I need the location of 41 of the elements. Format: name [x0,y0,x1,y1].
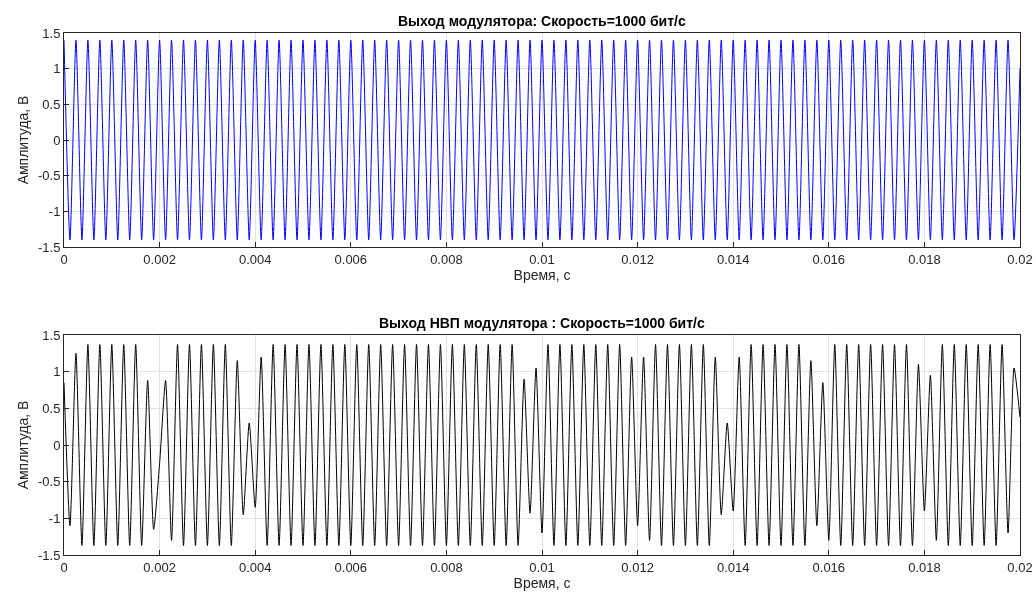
y-tick-label: -0.5 [37,474,61,490]
x-tick-label: 0.012 [621,559,654,575]
x-tick-label: 0.006 [334,559,368,575]
x-tick-label: 0.014 [716,251,750,267]
y-tick-label: 1.5 [42,25,61,41]
y-tick-label: -1 [48,203,61,219]
x-tick-label: 0.016 [812,251,846,267]
x-tick-label: 0.016 [812,559,846,575]
y-tick-label: -1 [48,510,61,526]
chart-title: Выход НВП модулятора : Скорость=1000 бит/с [379,315,705,331]
y-axis-title: Амплитуда, В [14,95,31,185]
x-tick-label: 0.01 [529,559,555,575]
x-tick-label: 0.008 [430,559,463,575]
y-tick-label: 0.5 [42,96,61,112]
x-tick-label: 0.02 [1007,251,1033,267]
x-tick-label: 0.012 [621,251,654,267]
y-tick-label: -0.5 [37,168,61,184]
y-tick-label: 1 [53,364,61,380]
y-tick-label: -1.5 [37,239,61,255]
y-tick-label: 1 [53,61,61,77]
x-tick-label: 0.002 [143,559,176,575]
x-tick-label: 0.004 [238,251,272,267]
y-tick-label: 0.5 [42,400,61,416]
x-tick-label: 0.01 [529,251,555,267]
x-tick-label: 0.018 [908,251,941,267]
y-tick-label: 1.5 [42,327,61,343]
x-axis-title: Время, с [513,574,571,591]
x-tick-label: 0.006 [334,251,368,267]
line-series [64,344,1020,546]
x-tick-label: 0.002 [143,251,176,267]
y-tick-label: -1.5 [37,547,61,563]
x-tick-label: 0.008 [430,251,463,267]
x-tick-label: 0.02 [1007,559,1033,575]
x-axis-title: Время, с [513,266,571,283]
y-tick-label: 0 [53,437,61,453]
y-tick-label: 0 [53,132,61,148]
y-axis-title: Амплитуда, В [14,400,31,490]
x-tick-label: 0.018 [908,559,941,575]
x-tick-label: 0.004 [238,559,272,575]
x-tick-label: 0.014 [716,559,750,575]
chart-title: Выход модулятора: Скорость=1000 бит/с [398,13,686,29]
